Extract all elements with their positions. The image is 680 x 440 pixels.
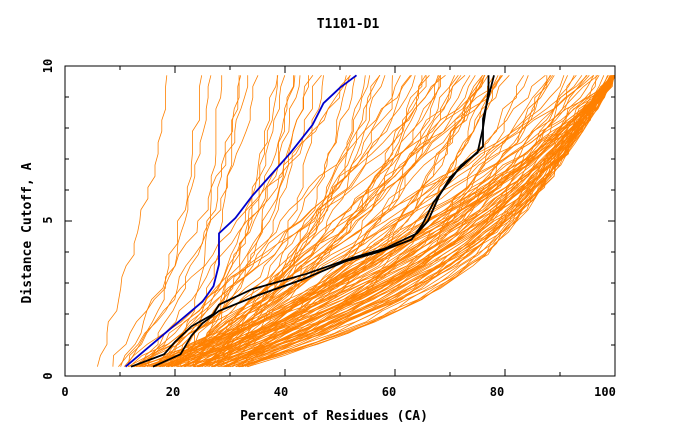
- model-curve: [239, 75, 615, 368]
- y-tick-label: 10: [41, 59, 55, 73]
- model-curve: [228, 75, 616, 368]
- model-curve: [127, 74, 546, 368]
- highlighted-curves: [124, 74, 495, 368]
- x-tick-label: 100: [594, 385, 616, 399]
- model-curve: [163, 75, 380, 368]
- model-curve: [219, 75, 548, 368]
- model-curve: [200, 75, 615, 368]
- model-curve: [134, 75, 294, 368]
- y-tick-label: 5: [41, 216, 55, 223]
- model-curve: [193, 75, 401, 367]
- model-curve: [97, 75, 168, 367]
- model-curve: [120, 75, 203, 367]
- model-curve: [197, 75, 614, 368]
- model-curve: [225, 75, 615, 368]
- model-curve: [192, 75, 441, 367]
- model-curve: [149, 75, 381, 368]
- model-curve: [194, 75, 286, 367]
- model-curve: [205, 75, 483, 367]
- model-curve: [159, 75, 462, 368]
- model-curve: [187, 75, 242, 367]
- model-curve: [140, 75, 427, 368]
- x-tick-label: 60: [382, 385, 396, 399]
- model-curve: [143, 75, 616, 368]
- model-curve: [207, 75, 386, 368]
- model-curve: [180, 75, 371, 368]
- black-series-line: [130, 75, 495, 368]
- model-curve: [190, 75, 615, 368]
- model-curve: [143, 75, 616, 368]
- model-curve: [193, 75, 430, 368]
- model-curves: [97, 74, 616, 368]
- y-tick-label: 0: [41, 372, 55, 379]
- model-curve: [240, 75, 608, 368]
- model-curve: [197, 75, 590, 368]
- model-curve: [223, 75, 615, 368]
- model-curve: [153, 75, 322, 367]
- model-curve: [160, 75, 600, 368]
- x-tick-label: 20: [166, 385, 180, 399]
- model-curve: [211, 75, 324, 367]
- x-axis-title: Percent of Residues (CA): [240, 409, 428, 424]
- model-curve: [112, 75, 249, 367]
- model-curve: [146, 75, 616, 368]
- model-curve: [171, 75, 411, 368]
- x-tick-label: 80: [490, 385, 504, 399]
- black-series-line: [152, 75, 490, 368]
- model-curve: [225, 75, 439, 367]
- x-tick-label: 0: [61, 385, 68, 399]
- blue-series-line: [124, 74, 358, 368]
- model-curve: [170, 75, 616, 368]
- model-curve: [147, 75, 347, 367]
- model-curve: [235, 75, 495, 368]
- model-curve: [211, 75, 440, 368]
- model-curve: [125, 75, 212, 367]
- model-curve: [178, 75, 588, 367]
- model-curve: [152, 74, 616, 368]
- axis-ticks: [64, 65, 616, 377]
- x-tick-label: 40: [274, 385, 288, 399]
- y-axis-title: Distance Cutoff, A: [20, 162, 35, 303]
- model-curve: [139, 74, 446, 368]
- model-curve: [135, 75, 356, 368]
- model-curve: [214, 75, 351, 367]
- model-curve: [140, 75, 240, 367]
- model-curve: [198, 75, 612, 368]
- model-curve: [155, 75, 615, 368]
- chart-title: T1101-D1: [317, 17, 380, 32]
- model-curve: [213, 75, 612, 368]
- model-curve: [141, 75, 616, 368]
- model-curve: [167, 75, 483, 368]
- model-curve: [167, 74, 594, 368]
- model-curve: [168, 75, 612, 368]
- model-curve: [118, 75, 351, 367]
- model-curve: [181, 74, 599, 368]
- model-curve: [151, 75, 416, 368]
- model-curve: [180, 75, 616, 368]
- model-curve: [127, 75, 259, 367]
- model-curve: [123, 75, 485, 367]
